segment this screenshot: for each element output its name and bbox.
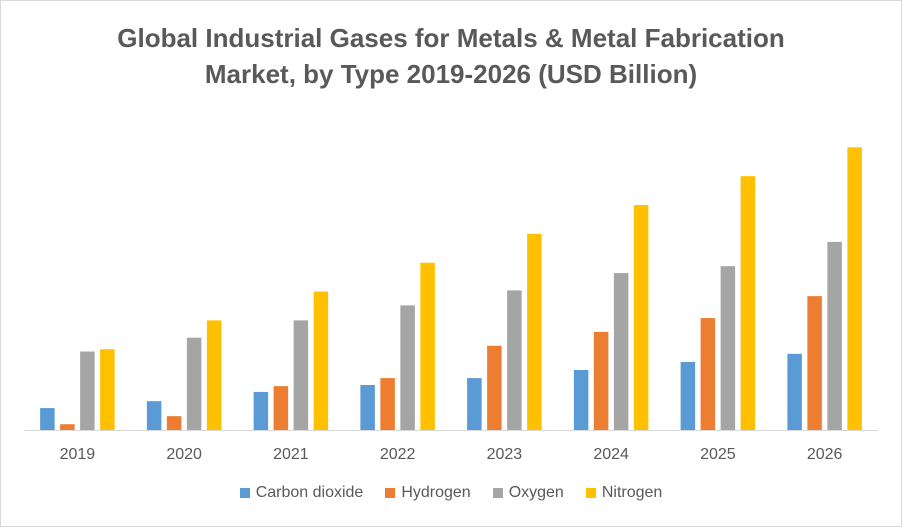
bar-nitrogen-2025: [740, 176, 756, 430]
legend-label-oxygen: Oxygen: [508, 484, 564, 501]
bar-hydrogen-2019: [60, 424, 75, 430]
bar-nitrogen-2024: [633, 205, 649, 430]
bar-carbon-dioxide-2026: [787, 353, 802, 430]
bar-nitrogen-2020: [206, 320, 222, 430]
bars-group: [40, 147, 862, 431]
bar-carbon-dioxide-2024: [573, 370, 589, 430]
x-tick-label-2021: 2021: [273, 446, 309, 463]
bar-hydrogen-2026: [807, 296, 822, 430]
x-tick-label-2023: 2023: [487, 446, 523, 463]
legend-item-nitrogen: Nitrogen: [585, 484, 663, 502]
bar-oxygen-2019: [80, 351, 95, 430]
bar-nitrogen-2021: [313, 291, 329, 430]
bar-oxygen-2021: [293, 320, 309, 430]
bar-nitrogen-2022: [420, 262, 435, 430]
x-tick-labels: 2019 2020 2021 2022 2023 2024 2025 2026: [60, 446, 843, 463]
bar-hydrogen-2025: [700, 318, 716, 430]
chart-title: Global Industrial Gases for Metals & Met…: [0, 20, 902, 92]
legend-item-hydrogen: Hydrogen: [385, 484, 471, 502]
bar-carbon-dioxide-2022: [360, 385, 375, 430]
legend-swatch-nitrogen: [585, 488, 596, 498]
bar-oxygen-2024: [613, 273, 629, 430]
x-tick-label-2024: 2024: [593, 446, 629, 463]
x-tick-label-2019: 2019: [60, 446, 96, 463]
bar-nitrogen-2026: [847, 147, 862, 431]
legend-item-oxygen: Oxygen: [492, 484, 564, 502]
bar-oxygen-2023: [507, 290, 522, 430]
legend-label-hydrogen: Hydrogen: [401, 484, 471, 501]
legend-swatch-oxygen: [492, 488, 503, 498]
bar-hydrogen-2020: [166, 416, 182, 430]
legend-label-carbon-dioxide: Carbon dioxide: [255, 484, 364, 501]
bar-oxygen-2025: [720, 266, 736, 430]
bar-carbon-dioxide-2025: [680, 361, 696, 430]
bar-hydrogen-2022: [380, 378, 395, 430]
chart-title-line-2: Market, by Type 2019-2026 (USD Billion): [204, 59, 698, 89]
legend-label-nitrogen: Nitrogen: [601, 484, 663, 501]
x-tick-label-2026: 2026: [807, 446, 843, 463]
bar-nitrogen-2023: [527, 233, 542, 430]
legend-item-carbon-dioxide: Carbon dioxide: [239, 484, 364, 502]
bar-hydrogen-2021: [273, 386, 289, 430]
bar-carbon-dioxide-2021: [253, 391, 269, 430]
bar-hydrogen-2023: [487, 345, 502, 430]
bar-carbon-dioxide-2020: [146, 401, 162, 430]
legend-swatch-carbon-dioxide: [239, 488, 250, 498]
x-tick-label-2020: 2020: [166, 446, 202, 463]
legend-swatch-hydrogen: [385, 488, 396, 498]
chart-legend: Carbon dioxide Hydrogen Oxygen Nitrogen: [0, 484, 902, 502]
x-tick-label-2025: 2025: [700, 446, 736, 463]
chart-title-line-1: Global Industrial Gases for Metals & Met…: [117, 23, 785, 53]
bar-carbon-dioxide-2023: [467, 378, 482, 430]
bar-oxygen-2020: [186, 337, 202, 430]
x-tick-label-2022: 2022: [380, 446, 416, 463]
bar-oxygen-2026: [827, 241, 842, 430]
bar-carbon-dioxide-2019: [40, 408, 55, 430]
bar-hydrogen-2024: [593, 331, 609, 430]
bar-oxygen-2022: [400, 305, 415, 430]
bar-nitrogen-2019: [100, 349, 115, 430]
